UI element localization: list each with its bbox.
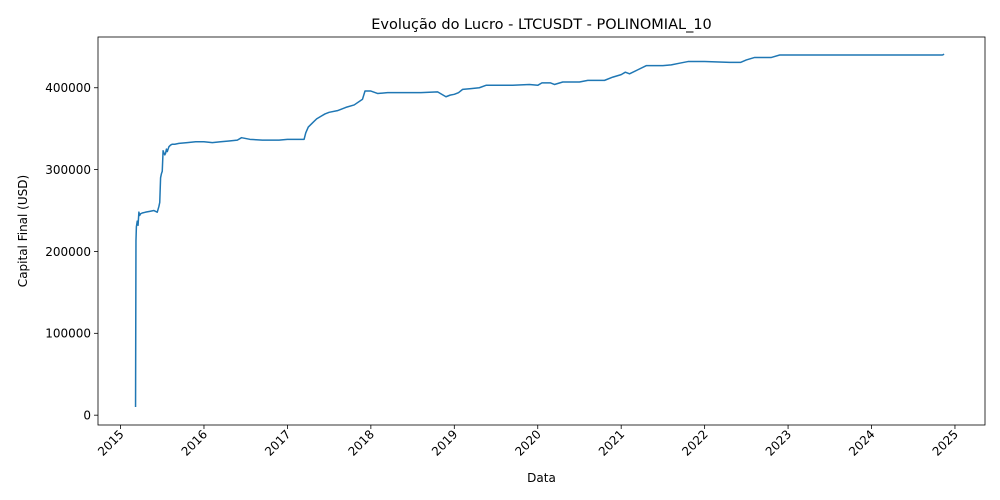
x-tick-label: 2023 (763, 427, 794, 458)
x-axis-ticks: 2015 2016 2017 2018 2019 2020 2021 2022 2023 2024… (95, 425, 961, 459)
x-tick-label: 2020 (512, 427, 543, 458)
series-line (134, 53, 945, 407)
x-tick-label: 2024 (846, 427, 877, 458)
x-tick-label: 2018 (345, 427, 376, 458)
x-tick-label: 2016 (179, 427, 210, 458)
y-axis-label: Capital Final (USD) (16, 175, 30, 287)
y-tick-label: 300000 (45, 163, 91, 177)
x-tick-label: 2022 (679, 427, 710, 458)
y-tick-label: 200000 (45, 245, 91, 259)
y-axis-ticks: 0 100000 200000 300000 400000 (45, 81, 98, 422)
x-tick-label: 2015 (95, 427, 126, 458)
x-tick-label: 2021 (596, 427, 627, 458)
x-tick-label: 2017 (262, 427, 293, 458)
axes-frame (97, 36, 986, 426)
y-tick-label: 0 (83, 408, 91, 422)
chart-title: Evolução do Lucro - LTCUSDT - POLINOMIAL… (371, 17, 712, 33)
x-tick-label: 2019 (429, 427, 460, 458)
y-tick-label: 400000 (45, 81, 91, 95)
x-tick-label: 2025 (930, 427, 961, 458)
y-tick-label: 100000 (45, 327, 91, 341)
x-axis-label: Data (527, 471, 556, 485)
